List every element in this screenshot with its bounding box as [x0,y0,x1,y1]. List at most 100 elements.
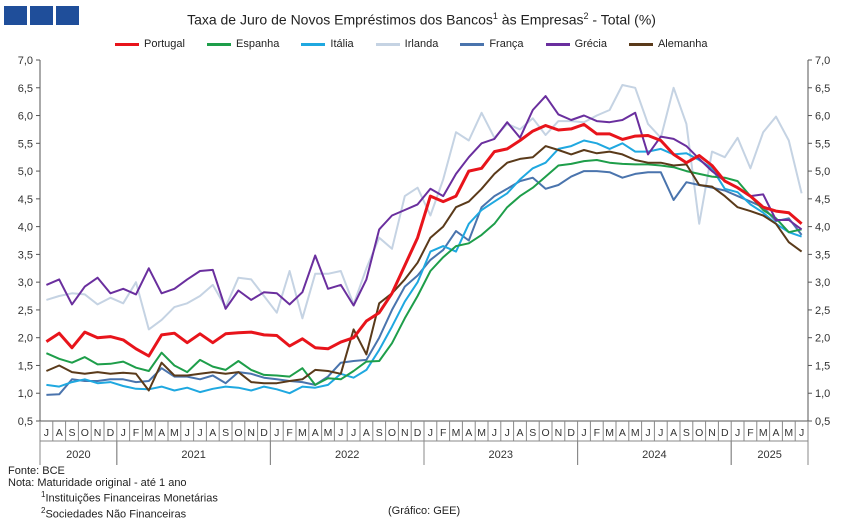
legend-item-espanha: Espanha [206,38,280,50]
month-label: J [658,427,663,439]
month-label: J [351,427,356,439]
month-label: J [44,427,49,439]
month-label: A [312,427,319,439]
footnote-1-mark: 1 [41,490,46,499]
y-tick-label-left: 7,0 [18,55,33,67]
month-label: N [94,427,102,439]
y-tick-label-left: 2,0 [18,333,33,345]
legend-item-irlanda: Irlanda [375,38,439,50]
month-label: N [247,427,255,439]
legend-item-alemanha: Alemanha [628,38,708,50]
month-label: S [68,427,75,439]
month-label: M [631,427,640,439]
y-tick-label-left: 2,5 [18,305,33,317]
month-label: D [260,427,268,439]
year-label: 2025 [757,449,781,461]
month-label: J [338,427,343,439]
month-label: M [144,427,153,439]
logo-square [4,6,27,25]
month-label: S [222,427,229,439]
chart-legend: Portugal Espanha Itália Irlanda França Grécia… [115,38,730,50]
month-label: M [477,427,486,439]
month-label: M [298,427,307,439]
footnote-1: 1Instituições Financeiras Monetárias [8,489,218,505]
y-tick-label-left: 1,5 [18,360,33,372]
legend-label: Espanha [235,38,280,50]
legend-swatch [545,42,570,46]
month-label: J [428,427,433,439]
month-label: D [721,427,729,439]
y-tick-label-right: 6,5 [815,83,830,95]
month-label: A [158,427,165,439]
footnote-2: 2Sociedades Não Financeiras [8,505,218,521]
month-label: A [209,427,216,439]
title-footnote-2: 2 [583,11,589,21]
month-label: O [388,427,396,439]
legend-label: Portugal [144,38,185,50]
year-label: 2024 [642,449,666,461]
chart-notes: Fonte: BCE Nota: Maturidade original - a… [8,465,218,520]
y-tick-label-right: 3,0 [815,277,830,289]
month-label: J [581,427,586,439]
month-label: M [452,427,461,439]
month-label: A [670,427,677,439]
month-label: S [376,427,383,439]
month-label: S [683,427,690,439]
year-label: 2022 [335,449,359,461]
year-label: 2021 [181,449,205,461]
y-tick-label-right: 7,0 [815,55,830,67]
chart-credit: (Gráfico: GEE) [388,505,461,517]
month-label: J [645,427,650,439]
y-tick-label-right: 2,5 [815,305,830,317]
month-label: J [492,427,497,439]
legend-label: Irlanda [404,38,439,50]
month-label: A [619,427,626,439]
month-label: A [516,427,523,439]
legend-item-italia: Itália [301,38,354,50]
y-tick-label-left: 4,0 [18,222,33,234]
y-tick-label-left: 3,0 [18,277,33,289]
legend-label: Alemanha [657,38,708,50]
month-label: F [286,427,292,439]
month-label: N [555,427,563,439]
month-label: M [784,427,793,439]
legend-label: Grécia [574,38,607,50]
month-label: F [594,427,600,439]
month-label: J [799,427,804,439]
y-tick-label-left: 4,5 [18,194,33,206]
month-label: J [735,427,740,439]
legend-label: Itália [330,38,354,50]
y-tick-label-left: 5,5 [18,138,33,150]
month-label: M [324,427,333,439]
y-tick-label-right: 6,0 [815,111,830,123]
logo-square [56,6,79,25]
y-tick-label-left: 5,0 [18,166,33,178]
y-tick-label-right: 5,0 [815,166,830,178]
month-label: F [747,427,753,439]
month-label: N [401,427,409,439]
series-line-irlanda [46,84,803,331]
title-main: Taxa de Juro de Novos Empréstimos dos Ba… [187,11,493,28]
month-label: M [170,427,179,439]
y-tick-label-right: 1,0 [815,388,830,400]
month-label: F [440,427,446,439]
gee-logo [4,6,79,25]
y-tick-label-right: 1,5 [815,360,830,372]
y-tick-label-left: 6,5 [18,83,33,95]
y-tick-label-right: 5,5 [815,138,830,150]
month-label: D [567,427,575,439]
title-end: - Total (%) [588,11,656,28]
month-label: J [505,427,510,439]
month-label: F [133,427,139,439]
month-label: A [56,427,63,439]
source-note: Fonte: BCE [8,465,65,477]
series-line-grecia [46,95,803,310]
y-tick-label-left: 3,5 [18,249,33,261]
month-label: M [605,427,614,439]
month-label: O [81,427,89,439]
y-tick-label-left: 1,0 [18,388,33,400]
maturity-note: Nota: Maturidade original - até 1 ano [8,477,187,489]
legend-item-portugal: Portugal [115,38,185,50]
month-label: O [695,427,703,439]
legend-swatch [375,42,400,46]
